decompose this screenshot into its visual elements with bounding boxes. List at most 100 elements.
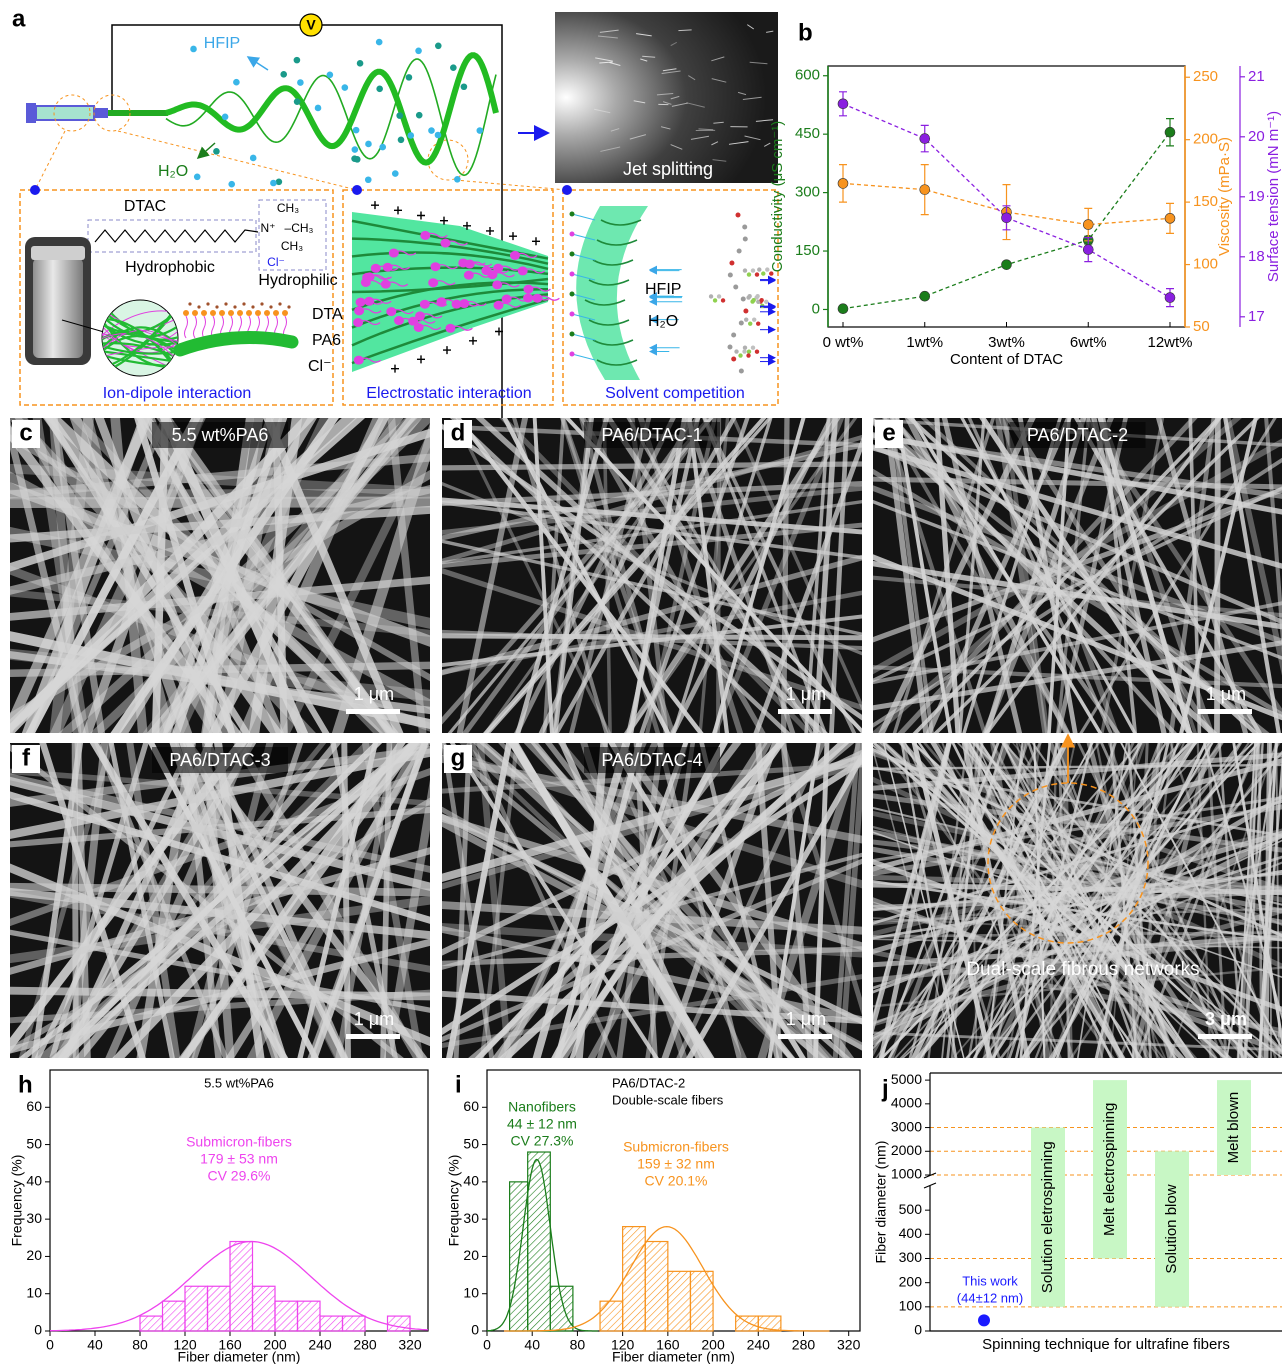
y-tick-label: 30 — [26, 1210, 42, 1226]
scale-bar — [346, 1034, 400, 1039]
annotation: Nanofibers — [508, 1099, 576, 1115]
histogram-bar — [668, 1271, 691, 1331]
charge — [443, 346, 451, 354]
droplet — [450, 64, 457, 71]
molecule-atom — [717, 294, 721, 298]
x-tick-label: 280 — [792, 1337, 816, 1353]
droplet — [454, 176, 461, 183]
molecule-atom — [738, 353, 742, 357]
surfactant-head — [394, 316, 404, 325]
molecule-atom — [743, 345, 747, 349]
point — [920, 134, 930, 144]
point — [1165, 293, 1175, 303]
y-tick-label: 250 — [1193, 68, 1218, 85]
micrograph-title: PA6/DTAC-2 — [1027, 425, 1128, 445]
counter-ion — [269, 305, 272, 308]
syringe-tip — [94, 108, 108, 118]
surfactant-head — [420, 231, 430, 240]
group-label: CH₃ — [281, 239, 303, 253]
droplet — [280, 71, 287, 78]
x-tick-label: 0 — [483, 1337, 491, 1353]
surfactant-head — [210, 310, 216, 316]
y-axis-title: Frequency (%) — [9, 1155, 25, 1247]
y-tick-label: 150 — [795, 242, 820, 259]
point-label: (44±12 nm) — [957, 1290, 1023, 1305]
y-tick-label: 600 — [795, 67, 820, 84]
panel-label: f — [22, 744, 31, 771]
group-label: –CH₃ — [285, 221, 314, 235]
histogram-bar — [528, 1152, 551, 1331]
histogram-bar — [163, 1301, 186, 1331]
droplet — [415, 48, 422, 55]
surfactant-head — [246, 310, 252, 316]
solvent-path — [572, 214, 595, 220]
droplet — [327, 71, 334, 78]
molecule-atom — [747, 349, 751, 353]
charge — [486, 227, 494, 235]
counter-ion — [251, 305, 254, 308]
droplet — [294, 98, 301, 105]
solvent — [570, 272, 575, 277]
panel-a: a V HFIP H₂O Jet splitting DTAC — [12, 5, 778, 456]
chart-subtitle: Double-scale fibers — [612, 1092, 724, 1107]
surfactant-head — [354, 356, 364, 365]
micrograph-title: PA6/DTAC-3 — [169, 750, 270, 770]
surfactant-head — [354, 306, 364, 315]
molecule-atom — [744, 317, 748, 321]
droplet — [353, 127, 360, 134]
y-tick-label: 300 — [795, 184, 820, 201]
dot — [30, 185, 40, 195]
histogram-bar — [736, 1316, 759, 1331]
droplet — [435, 132, 442, 139]
molecule-atom — [742, 349, 746, 353]
histogram-bar — [600, 1301, 623, 1331]
surfactant-head — [353, 318, 363, 327]
pa6-chain — [180, 338, 292, 351]
chain-atom — [743, 309, 748, 314]
molecule-atom — [743, 268, 747, 272]
bar-label: Solution blow — [1163, 1184, 1180, 1273]
surfactant-head — [494, 301, 504, 310]
caption: Electrostatic interaction — [366, 385, 531, 402]
y-tick-label: 150 — [1193, 193, 1218, 210]
droplet — [376, 86, 383, 93]
micrograph: ePA6/DTAC-21 μm — [857, 408, 1282, 743]
charge — [391, 365, 399, 373]
chain-atom — [731, 333, 736, 338]
bar-label: Solution eletrospinning — [1039, 1141, 1056, 1293]
y-tick-label: 0 — [34, 1322, 42, 1338]
x-tick-label: 240 — [308, 1337, 332, 1353]
histogram-bar — [320, 1316, 343, 1331]
surfactant-head — [510, 251, 520, 260]
scale-bar — [1198, 709, 1252, 714]
y-tick-label: 0 — [914, 1322, 922, 1338]
y-tick-label: 0 — [812, 300, 820, 317]
x-tick-label: 320 — [398, 1337, 422, 1353]
micrograph: gPA6/DTAC-41 μm — [428, 733, 880, 1068]
droplet — [228, 181, 235, 188]
molecule-atom — [755, 349, 759, 353]
annotation: 179 ± 53 nm — [200, 1151, 278, 1167]
jet-label: Jet splitting — [623, 159, 713, 179]
droplet — [416, 112, 423, 119]
solvent-label: HFIP — [645, 281, 681, 298]
molecule-atom — [748, 321, 752, 325]
scale-label: 3 μm — [1205, 1009, 1247, 1029]
droplet — [194, 173, 201, 180]
surfactant-head — [430, 262, 440, 271]
droplet — [379, 144, 386, 151]
droplet — [297, 79, 304, 86]
chart: b0150300450600Conductivity (μS cm⁻¹)5010… — [769, 19, 1282, 368]
y-tick-label: 2000 — [891, 1142, 922, 1158]
dot — [562, 185, 572, 195]
surfactant-head — [518, 266, 528, 275]
y-tick-label: 20 — [1248, 128, 1265, 145]
surfactant-head — [255, 310, 261, 316]
figure: a V HFIP H₂O Jet splitting DTAC — [0, 0, 1282, 1364]
point — [1002, 213, 1012, 223]
panel-label: a — [12, 5, 26, 32]
y-tick-label: 450 — [795, 125, 820, 142]
dot — [352, 185, 362, 195]
droplet — [398, 137, 405, 144]
x-tick-label: 280 — [353, 1337, 377, 1353]
